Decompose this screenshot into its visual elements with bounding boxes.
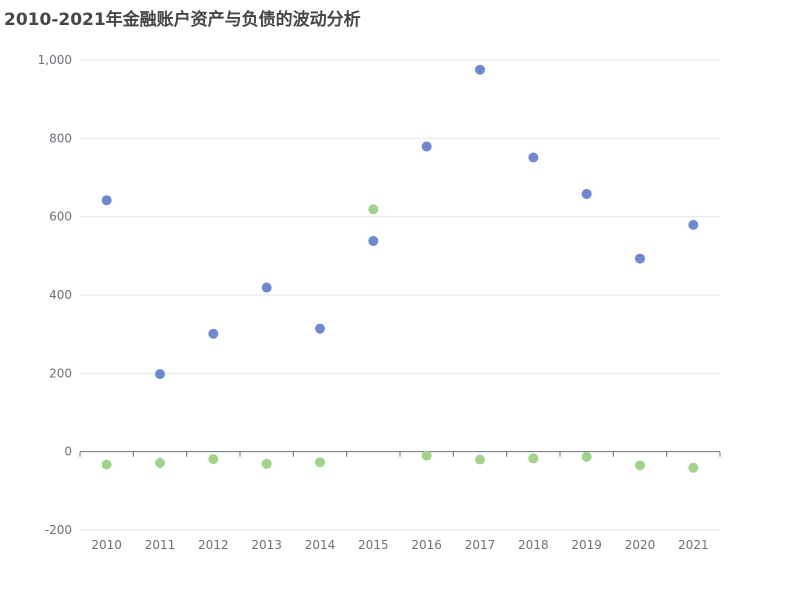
data-point	[528, 152, 539, 163]
x-tick-label: 2018	[518, 538, 549, 552]
x-tick-label: 2020	[625, 538, 656, 552]
y-tick-label: -200	[45, 523, 72, 537]
x-tick-label: 2010	[91, 538, 122, 552]
chart-title: 2010-2021年金融账户资产与负债的波动分析	[4, 10, 361, 30]
data-point	[368, 235, 379, 246]
data-point	[688, 462, 699, 473]
data-point	[368, 204, 379, 215]
data-point	[635, 253, 645, 264]
data-point	[528, 453, 539, 464]
data-point	[315, 323, 325, 334]
y-tick-label: 1,000	[38, 53, 72, 67]
x-tick-label: 2017	[465, 538, 496, 552]
data-point	[581, 451, 592, 462]
data-point	[475, 64, 485, 75]
data-point	[315, 457, 325, 468]
data-point	[261, 282, 272, 293]
x-tick-label: 2012	[198, 538, 229, 552]
x-axis: 2010 2011 2012 2013 2014 2015 2016 2017 2018 2019…	[79, 451, 721, 552]
x-tick-label: 2019	[571, 538, 602, 552]
x-tick-label: 2016	[411, 538, 442, 552]
data-point	[208, 328, 219, 339]
data-point	[101, 459, 112, 470]
x-tick-label: 2014	[305, 538, 336, 552]
data-point	[635, 460, 645, 471]
data-point	[155, 458, 165, 469]
data-points	[101, 64, 699, 473]
data-point	[581, 188, 592, 199]
data-point	[261, 458, 272, 469]
data-point	[421, 450, 432, 461]
data-point	[688, 219, 699, 230]
y-tick-label: 400	[49, 288, 72, 302]
y-tick-label: 200	[49, 366, 72, 380]
x-tick-label: 2013	[251, 538, 282, 552]
data-point	[101, 195, 112, 206]
y-tick-label: 800	[49, 131, 72, 145]
grid-lines	[80, 59, 720, 531]
data-point	[421, 141, 432, 152]
data-point	[155, 369, 165, 380]
x-tick-label: 2011	[145, 538, 176, 552]
x-tick-label: 2015	[358, 538, 389, 552]
x-tick-label: 2021	[678, 538, 709, 552]
y-tick-label: 600	[49, 210, 72, 224]
data-point	[208, 454, 219, 465]
data-point	[475, 454, 485, 465]
y-tick-label: 0	[64, 445, 72, 459]
y-axis: -200 0 200 400 600 800 1,000	[38, 53, 72, 537]
